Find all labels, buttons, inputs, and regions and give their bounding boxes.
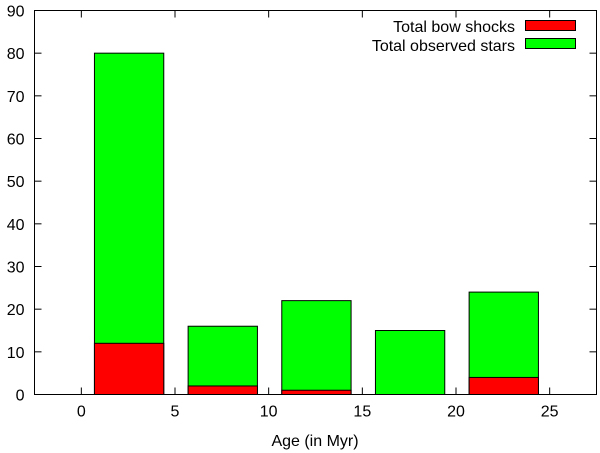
y-tick-label-9: 90 [7,4,25,21]
y-tick-label-7: 70 [7,89,25,106]
x-tick-label-5: 25 [541,404,559,421]
plot-frame [34,10,597,395]
legend-label-total-observed-stars: Total observed stars [372,38,515,55]
legend-swatch-total-observed-stars [525,38,576,49]
y-tick-label-1: 10 [7,345,25,362]
legend-label-total-bow-shocks: Total bow shocks [393,19,515,36]
y-tick-label-4: 40 [7,217,25,234]
bars-layer [93,52,539,396]
bar-observed-stars-0 [93,52,165,396]
legend: Total bow shocks Total observed stars [372,19,576,55]
y-tick-label-5: 50 [7,174,25,191]
ticks-layer: 0 10 20 30 40 50 60 70 80 90 0 5 10 15 20 25 [7,4,597,421]
bar-bow-shocks-4 [468,376,539,395]
bar-observed-stars-1 [187,325,258,396]
y-tick-label-6: 60 [7,132,25,149]
x-tick-label-0: 0 [77,404,86,421]
x-tick-label-2: 10 [260,404,278,421]
bar-bow-shocks-1 [187,385,258,396]
bar-observed-stars-2 [281,300,352,395]
y-tick-label-0: 0 [16,388,25,405]
y-tick-label-8: 80 [7,46,25,63]
bar-bow-shocks-2 [281,389,352,396]
x-tick-label-3: 15 [353,404,371,421]
legend-swatch-total-bow-shocks [525,20,576,31]
bar-bow-shocks-0 [93,342,165,395]
x-tick-label-4: 20 [447,404,465,421]
y-tick-label-3: 30 [7,260,25,277]
y-tick-label-2: 20 [7,302,25,319]
x-axis-title: Age (in Myr) [271,433,358,450]
bar-observed-stars-3 [374,330,446,395]
x-tick-label-1: 5 [171,404,180,421]
